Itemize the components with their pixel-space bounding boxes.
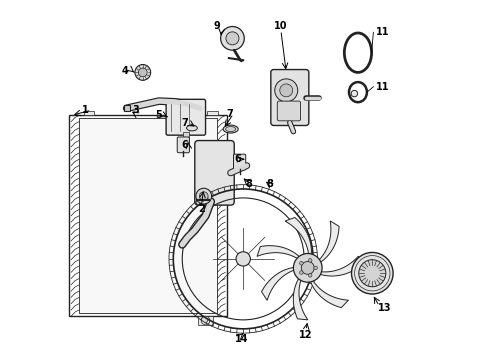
Circle shape (199, 192, 208, 201)
Circle shape (139, 68, 147, 77)
Circle shape (135, 64, 151, 80)
Text: 4: 4 (122, 66, 128, 76)
Circle shape (280, 84, 293, 97)
Circle shape (314, 266, 318, 270)
Circle shape (351, 252, 393, 294)
FancyBboxPatch shape (177, 137, 190, 153)
Circle shape (201, 316, 210, 325)
FancyBboxPatch shape (277, 101, 300, 121)
Polygon shape (309, 278, 348, 308)
Polygon shape (257, 246, 302, 260)
Circle shape (236, 252, 250, 266)
Text: 5: 5 (155, 111, 162, 121)
Ellipse shape (187, 125, 197, 131)
Ellipse shape (223, 125, 238, 133)
Text: 2: 2 (198, 204, 205, 215)
Text: 12: 12 (299, 330, 313, 340)
Circle shape (359, 260, 386, 287)
Polygon shape (317, 256, 360, 276)
Text: 1: 1 (82, 105, 89, 115)
Text: 7: 7 (182, 118, 188, 128)
Ellipse shape (225, 127, 236, 132)
Polygon shape (294, 276, 308, 320)
Circle shape (226, 32, 239, 45)
Polygon shape (317, 221, 339, 264)
Circle shape (220, 27, 245, 50)
Bar (198, 316, 213, 325)
Circle shape (196, 188, 212, 204)
Circle shape (351, 90, 358, 97)
Polygon shape (285, 217, 312, 257)
Text: 6: 6 (234, 154, 241, 164)
Bar (207, 111, 218, 116)
FancyBboxPatch shape (166, 99, 205, 135)
Text: 8: 8 (266, 179, 273, 189)
Text: 10: 10 (274, 21, 288, 31)
Text: 11: 11 (376, 27, 390, 37)
Text: 7: 7 (227, 109, 234, 119)
Circle shape (299, 261, 303, 265)
Circle shape (294, 253, 322, 282)
Circle shape (301, 261, 314, 274)
Text: 3: 3 (132, 105, 139, 115)
Circle shape (275, 79, 298, 102)
FancyBboxPatch shape (195, 140, 234, 205)
Bar (69, 116, 227, 316)
Text: 14: 14 (235, 333, 249, 343)
Circle shape (308, 258, 312, 262)
Polygon shape (262, 267, 297, 300)
Text: 9: 9 (213, 21, 220, 31)
FancyBboxPatch shape (234, 154, 245, 170)
Text: 6: 6 (182, 140, 188, 150)
Text: 13: 13 (378, 303, 392, 314)
Circle shape (299, 271, 303, 274)
Bar (124, 105, 130, 111)
Text: 8: 8 (246, 179, 253, 189)
Bar (183, 132, 189, 139)
Bar (84, 111, 95, 116)
FancyBboxPatch shape (271, 69, 309, 126)
Circle shape (308, 274, 312, 277)
Bar (79, 118, 217, 314)
Text: 11: 11 (376, 82, 390, 92)
